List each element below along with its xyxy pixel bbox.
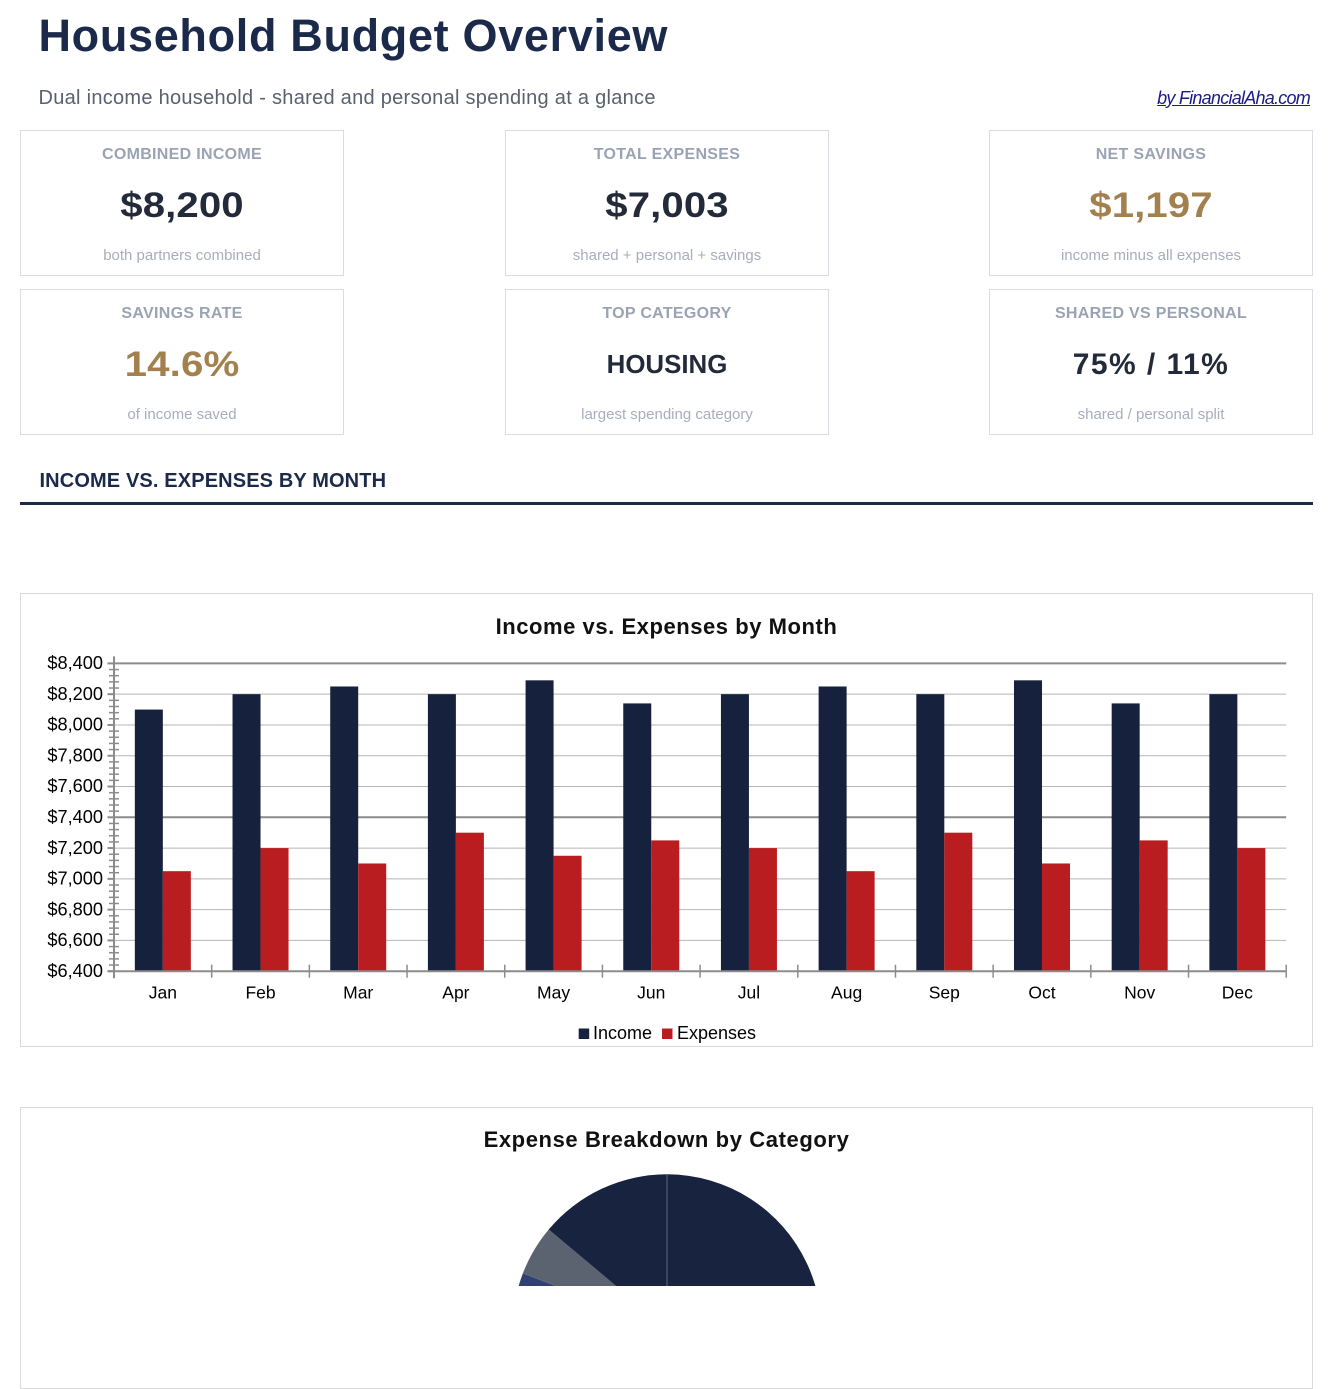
svg-text:$7,200: $7,200 xyxy=(47,838,103,858)
svg-text:Apr: Apr xyxy=(442,983,469,1003)
svg-text:Feb: Feb xyxy=(245,983,275,1003)
svg-text:$7,800: $7,800 xyxy=(47,745,103,765)
svg-text:Jul: Jul xyxy=(738,983,760,1003)
svg-text:Nov: Nov xyxy=(1124,983,1155,1003)
svg-text:$8,400: $8,400 xyxy=(47,653,103,673)
svg-text:Mar: Mar xyxy=(343,983,373,1003)
svg-text:Income: Income xyxy=(593,1023,652,1043)
svg-text:Oct: Oct xyxy=(1028,983,1055,1003)
svg-text:May: May xyxy=(537,983,570,1003)
svg-text:$8,200: $8,200 xyxy=(47,684,103,704)
svg-text:$6,800: $6,800 xyxy=(47,899,103,919)
svg-text:$7,400: $7,400 xyxy=(47,807,103,827)
svg-text:$7,000: $7,000 xyxy=(47,869,103,889)
svg-text:Expenses: Expenses xyxy=(677,1023,756,1043)
svg-text:Jun: Jun xyxy=(637,983,665,1003)
svg-text:$6,400: $6,400 xyxy=(47,961,103,981)
svg-text:Aug: Aug xyxy=(831,983,862,1003)
svg-text:Income vs. Expenses by Month: Income vs. Expenses by Month xyxy=(496,614,838,639)
svg-text:Dec: Dec xyxy=(1222,983,1253,1003)
svg-text:Sep: Sep xyxy=(929,983,960,1003)
svg-text:$6,600: $6,600 xyxy=(47,930,103,950)
svg-text:Jan: Jan xyxy=(149,983,177,1003)
svg-text:$8,000: $8,000 xyxy=(47,715,103,735)
svg-text:$7,600: $7,600 xyxy=(47,776,103,796)
